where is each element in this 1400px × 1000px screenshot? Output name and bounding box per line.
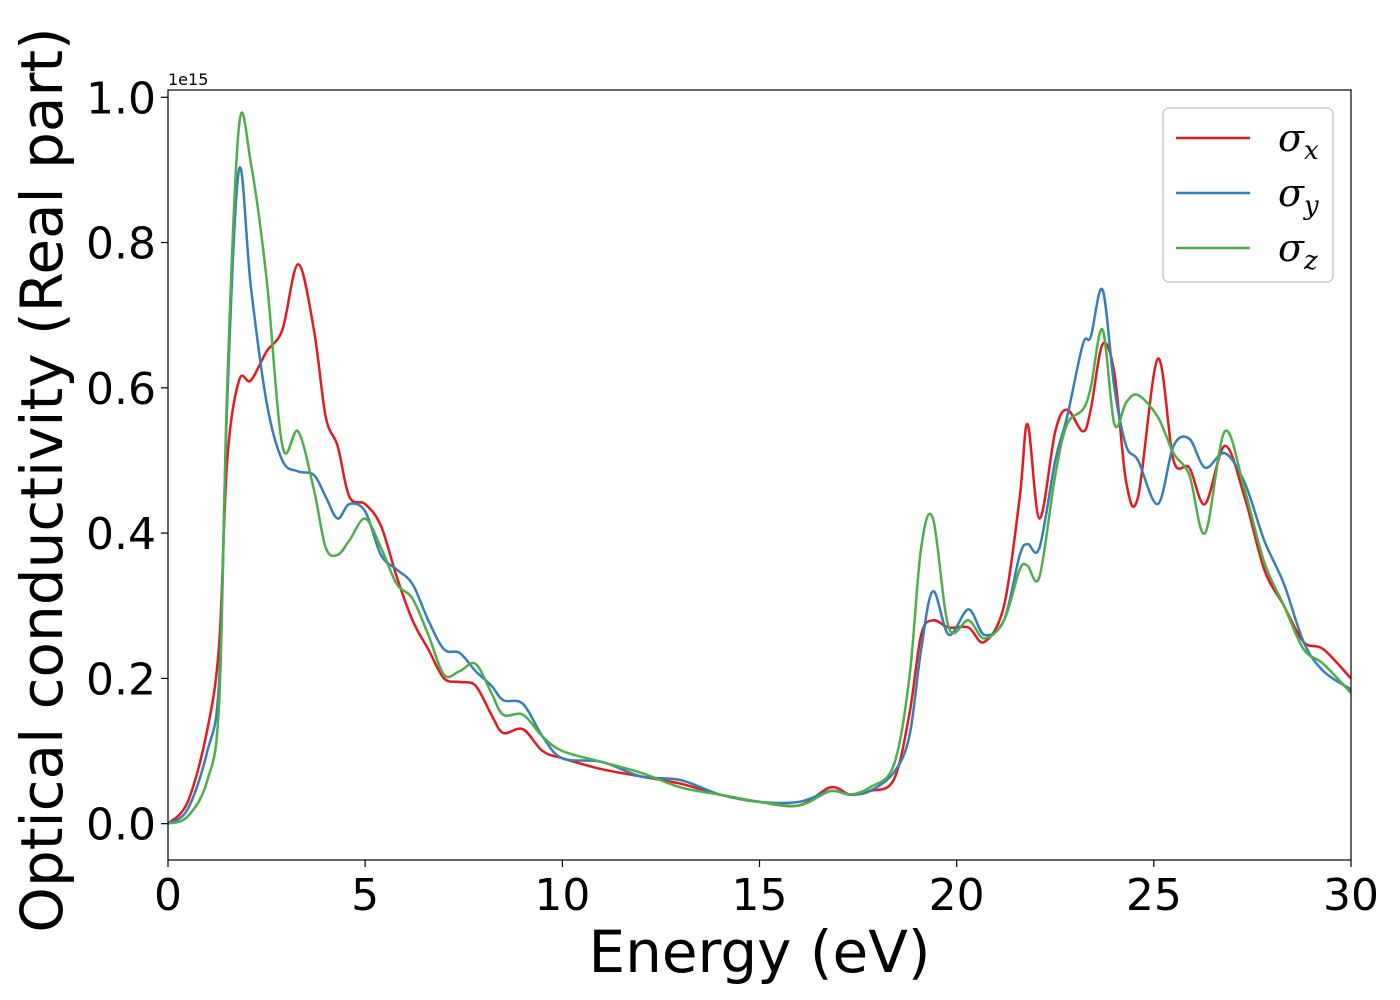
x-tick-label: 10 xyxy=(534,870,590,921)
y-axis-title: Optical conductivity (Real part) xyxy=(8,27,76,932)
y-tick-label: 0.8 xyxy=(86,219,156,270)
series-line-z xyxy=(168,111,1351,825)
series-line-x xyxy=(168,263,1351,825)
ticks-layer: 0 5 10 15 20 25 30 0.0 0.2 0.4 0.6 0.8 1.0 xyxy=(86,73,1379,921)
y-axis-offset-label: 1e15 xyxy=(168,70,208,89)
x-tick-label: 0 xyxy=(154,870,182,921)
y-tick-label: 0.4 xyxy=(86,509,156,560)
series-layer xyxy=(168,111,1351,825)
y-tick-label: 0.0 xyxy=(86,800,156,851)
legend-box xyxy=(1162,107,1334,283)
x-tick-label: 5 xyxy=(351,870,379,921)
y-tick-label: 0.2 xyxy=(86,654,156,705)
legend-label-x: σx xyxy=(1278,116,1319,166)
x-tick-label: 30 xyxy=(1323,870,1379,921)
x-axis-title: Energy (eV) xyxy=(588,918,930,986)
series-line-y xyxy=(168,166,1351,825)
x-tick-label: 25 xyxy=(1126,870,1182,921)
x-tick-label: 20 xyxy=(929,870,985,921)
y-tick-label: 0.6 xyxy=(86,364,156,415)
x-tick-label: 15 xyxy=(732,870,788,921)
y-tick-label: 1.0 xyxy=(86,73,156,124)
